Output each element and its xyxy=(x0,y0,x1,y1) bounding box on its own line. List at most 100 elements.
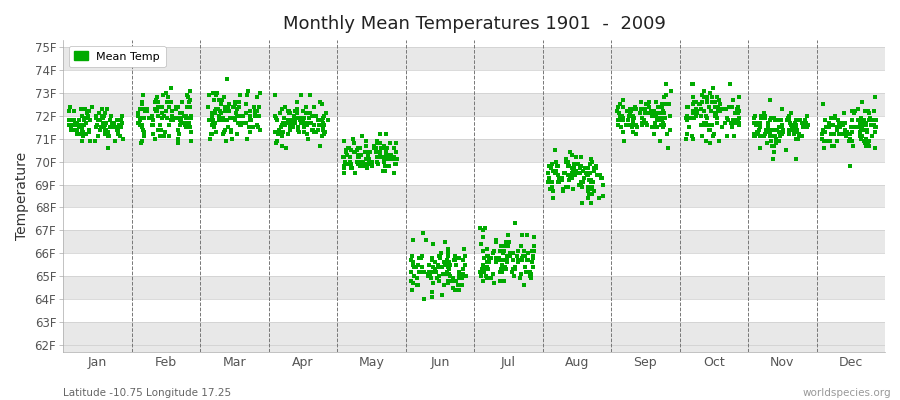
Point xyxy=(442,266,456,272)
Point xyxy=(282,117,296,124)
Point xyxy=(584,179,598,186)
Point xyxy=(856,117,870,124)
Point xyxy=(440,268,454,275)
Point xyxy=(768,117,782,124)
Point xyxy=(500,239,514,245)
Point xyxy=(652,103,666,110)
Point xyxy=(452,273,466,279)
Point xyxy=(793,117,807,124)
Point xyxy=(767,115,781,121)
Point xyxy=(789,126,804,133)
Point xyxy=(268,115,283,121)
Point xyxy=(300,122,314,128)
Point xyxy=(93,117,107,124)
Point xyxy=(297,115,311,121)
Point xyxy=(551,163,565,169)
Point xyxy=(442,259,456,266)
Point xyxy=(184,115,199,121)
Point xyxy=(732,120,746,126)
Point xyxy=(847,110,861,117)
Point xyxy=(709,112,724,119)
Point xyxy=(713,108,727,114)
Point xyxy=(420,273,435,279)
Point xyxy=(747,131,761,137)
Point xyxy=(96,115,111,121)
Point xyxy=(752,145,767,151)
Point xyxy=(230,112,244,119)
Point xyxy=(222,115,237,121)
Point xyxy=(379,149,393,156)
Point xyxy=(364,158,379,165)
Point xyxy=(113,124,128,130)
Point xyxy=(154,126,168,133)
Point xyxy=(212,96,226,103)
Point xyxy=(341,145,356,151)
Point xyxy=(250,108,265,114)
Bar xyxy=(63,345,885,352)
Point xyxy=(720,115,734,121)
Point xyxy=(694,122,708,128)
Point xyxy=(646,108,661,114)
Point xyxy=(76,133,90,140)
Point xyxy=(230,120,245,126)
Point xyxy=(307,122,321,128)
Point xyxy=(443,273,457,279)
Point xyxy=(782,120,796,126)
Point xyxy=(789,128,804,135)
Point xyxy=(285,124,300,130)
Point xyxy=(610,117,625,124)
Point xyxy=(153,126,167,133)
Point xyxy=(793,133,807,140)
Point xyxy=(299,110,313,117)
Point xyxy=(481,252,495,259)
Point xyxy=(445,278,459,284)
Point xyxy=(867,122,881,128)
Point xyxy=(158,128,172,135)
Point xyxy=(851,124,866,130)
Point xyxy=(789,126,804,133)
Point xyxy=(226,115,240,121)
Point xyxy=(851,117,866,124)
Point xyxy=(484,255,499,261)
Point xyxy=(733,94,747,101)
Point xyxy=(184,138,198,144)
Point xyxy=(272,126,286,133)
Point xyxy=(160,115,175,121)
Point xyxy=(382,152,397,158)
Point xyxy=(754,115,769,121)
Point xyxy=(554,177,569,183)
Point xyxy=(862,117,877,124)
Point xyxy=(165,112,179,119)
Point xyxy=(90,117,104,124)
Point xyxy=(559,156,573,162)
Point xyxy=(253,126,267,133)
Point xyxy=(316,126,330,133)
Point xyxy=(210,90,224,96)
Point xyxy=(768,133,782,140)
Point xyxy=(82,128,96,135)
Point xyxy=(480,252,494,259)
Point xyxy=(336,154,350,160)
Point xyxy=(561,172,575,178)
Point xyxy=(659,80,673,87)
Point xyxy=(303,92,318,98)
Point xyxy=(148,99,162,105)
Point xyxy=(782,117,796,124)
Point xyxy=(353,145,367,151)
Point xyxy=(680,131,695,137)
Point xyxy=(108,138,122,144)
Point xyxy=(477,268,491,275)
Point xyxy=(625,122,639,128)
Point xyxy=(220,117,234,124)
Point xyxy=(814,131,829,137)
Point xyxy=(572,181,586,188)
Point xyxy=(300,131,314,137)
Point xyxy=(300,122,314,128)
Point xyxy=(441,250,455,256)
Point xyxy=(654,115,669,121)
Point xyxy=(202,117,217,124)
Point xyxy=(230,106,244,112)
Point xyxy=(573,165,588,172)
Point xyxy=(707,131,722,137)
Point xyxy=(707,103,722,110)
